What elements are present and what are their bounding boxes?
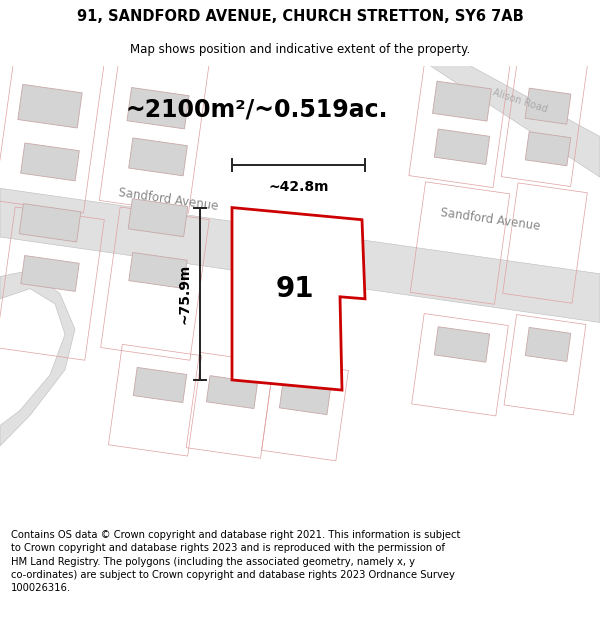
Polygon shape bbox=[19, 204, 81, 242]
Polygon shape bbox=[525, 88, 571, 124]
Text: ~2100m²/~0.519ac.: ~2100m²/~0.519ac. bbox=[125, 98, 388, 121]
Polygon shape bbox=[129, 253, 187, 288]
Text: Alison Road: Alison Road bbox=[491, 88, 548, 114]
Polygon shape bbox=[133, 368, 187, 402]
Polygon shape bbox=[128, 199, 188, 237]
Polygon shape bbox=[525, 132, 571, 166]
Polygon shape bbox=[21, 256, 79, 291]
Polygon shape bbox=[232, 208, 365, 390]
Polygon shape bbox=[18, 84, 82, 128]
Polygon shape bbox=[127, 88, 189, 129]
Polygon shape bbox=[430, 66, 600, 177]
Polygon shape bbox=[433, 81, 491, 121]
Text: Contains OS data © Crown copyright and database right 2021. This information is : Contains OS data © Crown copyright and d… bbox=[11, 530, 460, 593]
Text: Sandford Avenue: Sandford Avenue bbox=[117, 186, 219, 213]
Polygon shape bbox=[0, 188, 600, 322]
Text: 91, SANDFORD AVENUE, CHURCH STRETTON, SY6 7AB: 91, SANDFORD AVENUE, CHURCH STRETTON, SY… bbox=[77, 9, 523, 24]
Polygon shape bbox=[280, 382, 331, 414]
Polygon shape bbox=[434, 129, 490, 164]
Text: Sandford Avenue: Sandford Avenue bbox=[439, 206, 541, 233]
Polygon shape bbox=[434, 327, 490, 362]
Polygon shape bbox=[206, 376, 257, 409]
Polygon shape bbox=[128, 138, 187, 176]
Polygon shape bbox=[20, 143, 79, 181]
Polygon shape bbox=[525, 328, 571, 361]
Text: 91: 91 bbox=[276, 274, 314, 302]
Text: ~42.8m: ~42.8m bbox=[268, 180, 329, 194]
Text: Map shows position and indicative extent of the property.: Map shows position and indicative extent… bbox=[130, 42, 470, 56]
Polygon shape bbox=[0, 271, 75, 446]
Text: ~75.9m: ~75.9m bbox=[177, 264, 191, 324]
